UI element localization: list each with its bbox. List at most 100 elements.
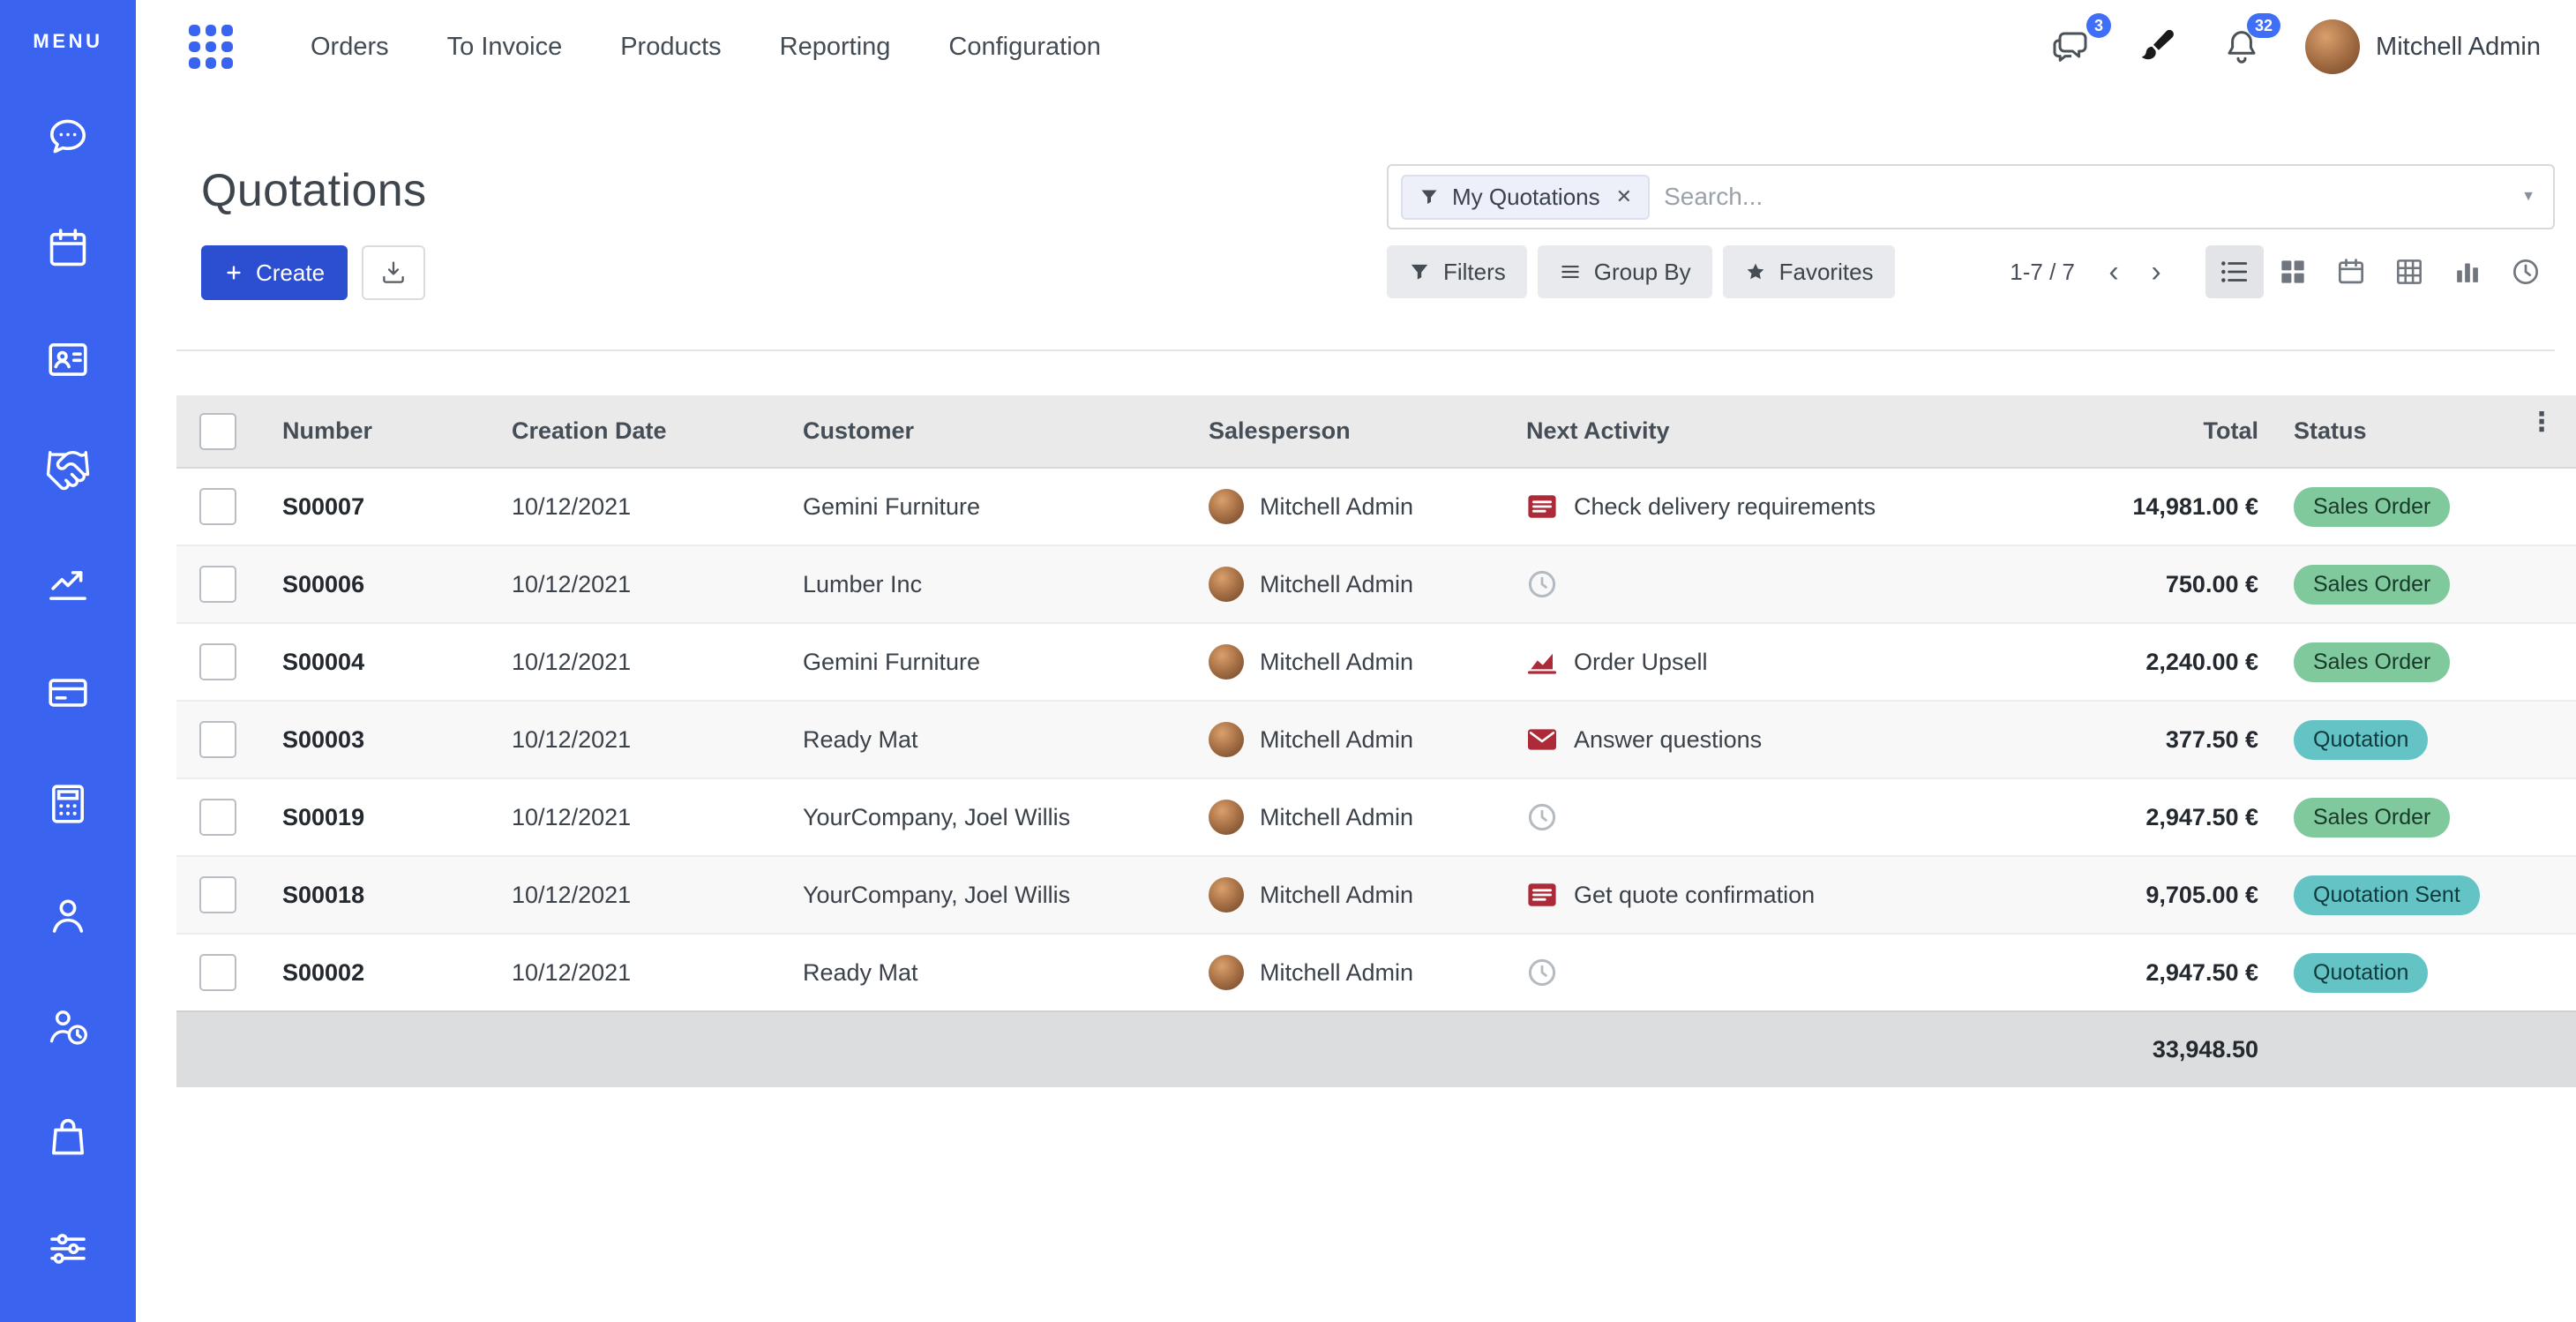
apps-menu-icon[interactable] [189,25,233,69]
kanban-view-button[interactable] [2264,245,2322,298]
column-header-status[interactable]: Status [2276,395,2576,469]
contacts-icon[interactable] [44,335,92,383]
group-by-button[interactable]: Group By [1537,245,1712,298]
column-header-number[interactable]: Number [265,395,494,469]
nav-item-products[interactable]: Products [620,32,722,61]
column-header-customer[interactable]: Customer [785,395,1191,469]
export-button[interactable] [362,245,426,300]
row-status: Quotation Sent [2276,855,2576,934]
activity-clock-icon[interactable] [1526,568,1558,600]
row-checkbox[interactable] [199,876,236,913]
activity-clock-icon[interactable] [1526,957,1558,988]
activity-clock-icon[interactable] [1526,801,1558,833]
pager-previous-button[interactable]: ‹ [2108,254,2119,289]
pivot-view-button[interactable] [2380,245,2438,298]
notifications-bell-icon[interactable]: 32 [2220,13,2281,68]
row-number: S00003 [265,700,494,778]
activity-tasks-icon[interactable] [1526,879,1558,911]
pos-icon[interactable] [44,669,92,717]
row-total: 750.00 € [1958,545,2276,623]
attendance-icon[interactable] [44,1003,92,1050]
row-check-cell [176,468,265,545]
salesperson-avatar [1209,489,1244,524]
settings-icon[interactable] [44,1225,92,1273]
select-all-checkbox[interactable] [199,412,236,450]
calendar-view-button[interactable] [2322,245,2380,298]
pager-range: 1-7 / 7 [2010,258,2075,285]
search-bar[interactable]: My Quotations ✕ ▼ [1387,164,2555,229]
menu-toggle[interactable]: MENU [33,30,103,52]
salesperson-avatar [1209,722,1244,757]
table-row[interactable]: S00007 10/12/2021 Gemini Furniture Mitchell… [176,468,2576,545]
nav-item-orders[interactable]: Orders [311,32,389,61]
activity-label: Check delivery requirements [1574,492,1876,520]
row-status: Sales Order [2276,622,2576,701]
user-menu[interactable]: Mitchell Admin [2305,19,2541,74]
favorites-button[interactable]: Favorites [1722,245,1895,298]
user-name: Mitchell Admin [2376,32,2541,61]
list-view-button[interactable] [2205,245,2264,298]
column-header-sales[interactable]: Salesperson [1191,395,1509,469]
row-checkbox[interactable] [199,566,236,603]
row-checkbox[interactable] [199,954,236,991]
row-total: 14,981.00 € [2132,492,2258,520]
employees-icon[interactable] [44,891,92,939]
messages-icon[interactable]: 3 [2051,13,2112,68]
column-header-date[interactable]: Creation Date [494,395,785,469]
row-customer: Gemini Furniture [803,492,981,520]
row-customer: Ready Mat [785,700,1191,778]
calendar-icon[interactable] [44,224,92,272]
row-number: S00007 [282,492,365,520]
top-nav: Orders To Invoice Products Reporting Configu… [311,33,1101,62]
table-row[interactable]: S00003 10/12/2021 Ready Mat Mitchell Admin A… [176,700,2576,778]
status-badge: Quotation Sent [2294,875,2480,915]
purchase-icon[interactable] [44,1114,92,1161]
row-checkbox[interactable] [199,721,236,758]
sidebar-icons [44,113,92,1273]
user-avatar [2305,19,2361,74]
discuss-icon[interactable] [44,113,92,161]
search-input[interactable] [1664,183,2508,211]
content: Quotations Create [136,94,2576,1322]
crm-icon[interactable] [44,447,92,494]
row-customer: Lumber Inc [785,545,1191,623]
activity-tasks-icon[interactable] [1526,491,1558,522]
accounting-icon[interactable] [44,780,92,828]
salesperson-avatar [1209,877,1244,913]
row-checkbox[interactable] [199,488,236,525]
row-checkbox[interactable] [199,643,236,680]
select-all-header [176,395,265,469]
graph-view-button[interactable] [2438,245,2497,298]
table-row[interactable]: S00018 10/12/2021 YourCompany, Joel Willis… [176,855,2576,934]
table-row[interactable]: S00019 10/12/2021 YourCompany, Joel Willis… [176,777,2576,856]
list-view-icon [2221,261,2248,282]
activity-mail-icon[interactable] [1526,724,1558,755]
row-salesperson: Mitchell Admin [1191,777,1509,856]
column-options-icon[interactable]: ⋮ [2528,408,2555,437]
nav-item-configuration[interactable]: Configuration [948,32,1101,61]
table-row[interactable]: S00004 10/12/2021 Gemini Furniture Mitchell… [176,622,2576,701]
row-next-activity: Order Upsell [1509,622,1958,701]
filters-button[interactable]: Filters [1387,245,1527,298]
column-header-total[interactable]: Total [1958,395,2276,469]
create-button[interactable]: Create [201,245,348,300]
search-caret-icon[interactable]: ▼ [2521,189,2535,204]
pager: 1-7 / 7 ‹ › [2010,249,2177,295]
activity-chart-icon[interactable] [1526,646,1558,678]
status-badge: Sales Order [2294,642,2451,682]
sales-icon[interactable] [44,558,92,605]
table-row[interactable]: S00006 10/12/2021 Lumber Inc Mitchell Admin… [176,545,2576,623]
pager-next-button[interactable]: › [2151,254,2161,289]
nav-item-to-invoice[interactable]: To Invoice [446,32,563,61]
filter-group: Filters Group By Favorites [1387,245,1895,298]
row-status: Sales Order [2276,777,2576,856]
row-next-activity: Check delivery requirements [1509,468,1958,545]
table-row[interactable]: S00002 10/12/2021 Ready Mat Mitchell Admin 2… [176,933,2576,1011]
brush-icon[interactable] [2136,26,2178,68]
column-header-activity[interactable]: Next Activity [1509,395,1958,469]
row-checkbox[interactable] [199,799,236,836]
nav-item-reporting[interactable]: Reporting [779,32,891,61]
facet-remove-icon[interactable]: ✕ [1615,185,1633,207]
row-salesperson: Mitchell Admin [1191,545,1509,623]
activity-view-button[interactable] [2497,245,2555,298]
